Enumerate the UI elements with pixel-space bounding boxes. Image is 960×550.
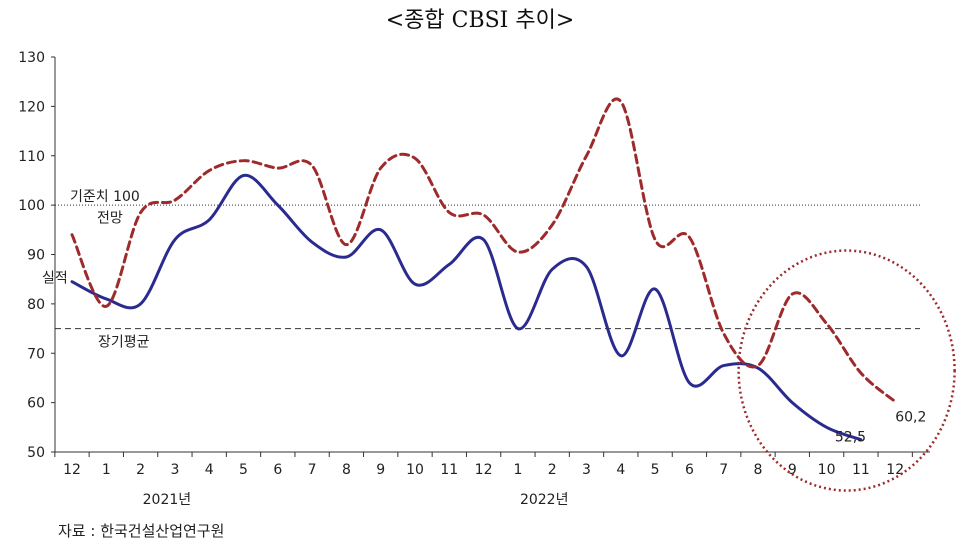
x-tick-label: 3 bbox=[582, 462, 591, 478]
x-tick-label: 4 bbox=[205, 462, 214, 478]
x-tick-label: 10 bbox=[406, 462, 424, 478]
reference-label-100: 기준치 100 bbox=[70, 189, 140, 205]
y-tick-label: 130 bbox=[18, 50, 45, 66]
y-tick-label: 50 bbox=[27, 445, 45, 461]
x-tick-label: 4 bbox=[616, 462, 625, 478]
year-label: 2021년 bbox=[143, 492, 192, 508]
end-value-label: 52,5 bbox=[835, 430, 866, 446]
x-tick-label: 2 bbox=[548, 462, 557, 478]
x-tick-label: 8 bbox=[754, 462, 763, 478]
reference-lines: 기준치 100 장기평균 bbox=[55, 189, 920, 351]
highlight-circle bbox=[737, 249, 956, 492]
x-tick-label: 7 bbox=[719, 462, 728, 478]
x-tick-label: 5 bbox=[239, 462, 248, 478]
x-tick-label: 6 bbox=[685, 462, 694, 478]
x-tick-label: 9 bbox=[376, 462, 385, 478]
chart-labels: 실적 전망 60,2 52,5 bbox=[42, 210, 956, 492]
series-label-forecast: 전망 bbox=[97, 210, 123, 226]
x-tick-label: 8 bbox=[342, 462, 351, 478]
y-tick-label: 70 bbox=[27, 346, 45, 362]
chart-title: <종합 CBSI 추이> bbox=[385, 8, 575, 33]
series-line-actual bbox=[70, 173, 863, 442]
x-tick-label: 1 bbox=[102, 462, 111, 478]
x-tick-label: 10 bbox=[818, 462, 836, 478]
reference-label-average: 장기평균 bbox=[98, 335, 150, 351]
x-tick-label: 11 bbox=[852, 462, 870, 478]
y-tick-label: 60 bbox=[27, 396, 45, 412]
x-tick-label: 3 bbox=[170, 462, 179, 478]
x-tick-label: 6 bbox=[273, 462, 282, 478]
x-tick-label: 9 bbox=[788, 462, 797, 478]
series-line-forecast bbox=[70, 97, 897, 404]
y-tick-label: 110 bbox=[18, 149, 45, 165]
x-tick-label: 5 bbox=[651, 462, 660, 478]
x-tick-label: 12 bbox=[886, 462, 904, 478]
y-tick-label: 80 bbox=[27, 297, 45, 313]
year-label: 2022년 bbox=[520, 492, 569, 508]
end-value-label: 60,2 bbox=[895, 410, 926, 426]
x-tick-label: 7 bbox=[308, 462, 317, 478]
x-tick-label: 11 bbox=[440, 462, 458, 478]
x-tick-label: 2 bbox=[136, 462, 145, 478]
y-tick-label: 120 bbox=[18, 99, 45, 115]
series-lines bbox=[70, 97, 897, 442]
x-tick-label: 12 bbox=[475, 462, 493, 478]
x-tick-label: 12 bbox=[63, 462, 81, 478]
series-label-actual: 실적 bbox=[42, 271, 68, 287]
source-note: 자료 : 한국건설산업연구원 bbox=[58, 522, 225, 540]
y-tick-label: 90 bbox=[27, 248, 45, 264]
y-tick-label: 100 bbox=[18, 198, 45, 214]
x-tick-label: 1 bbox=[513, 462, 522, 478]
